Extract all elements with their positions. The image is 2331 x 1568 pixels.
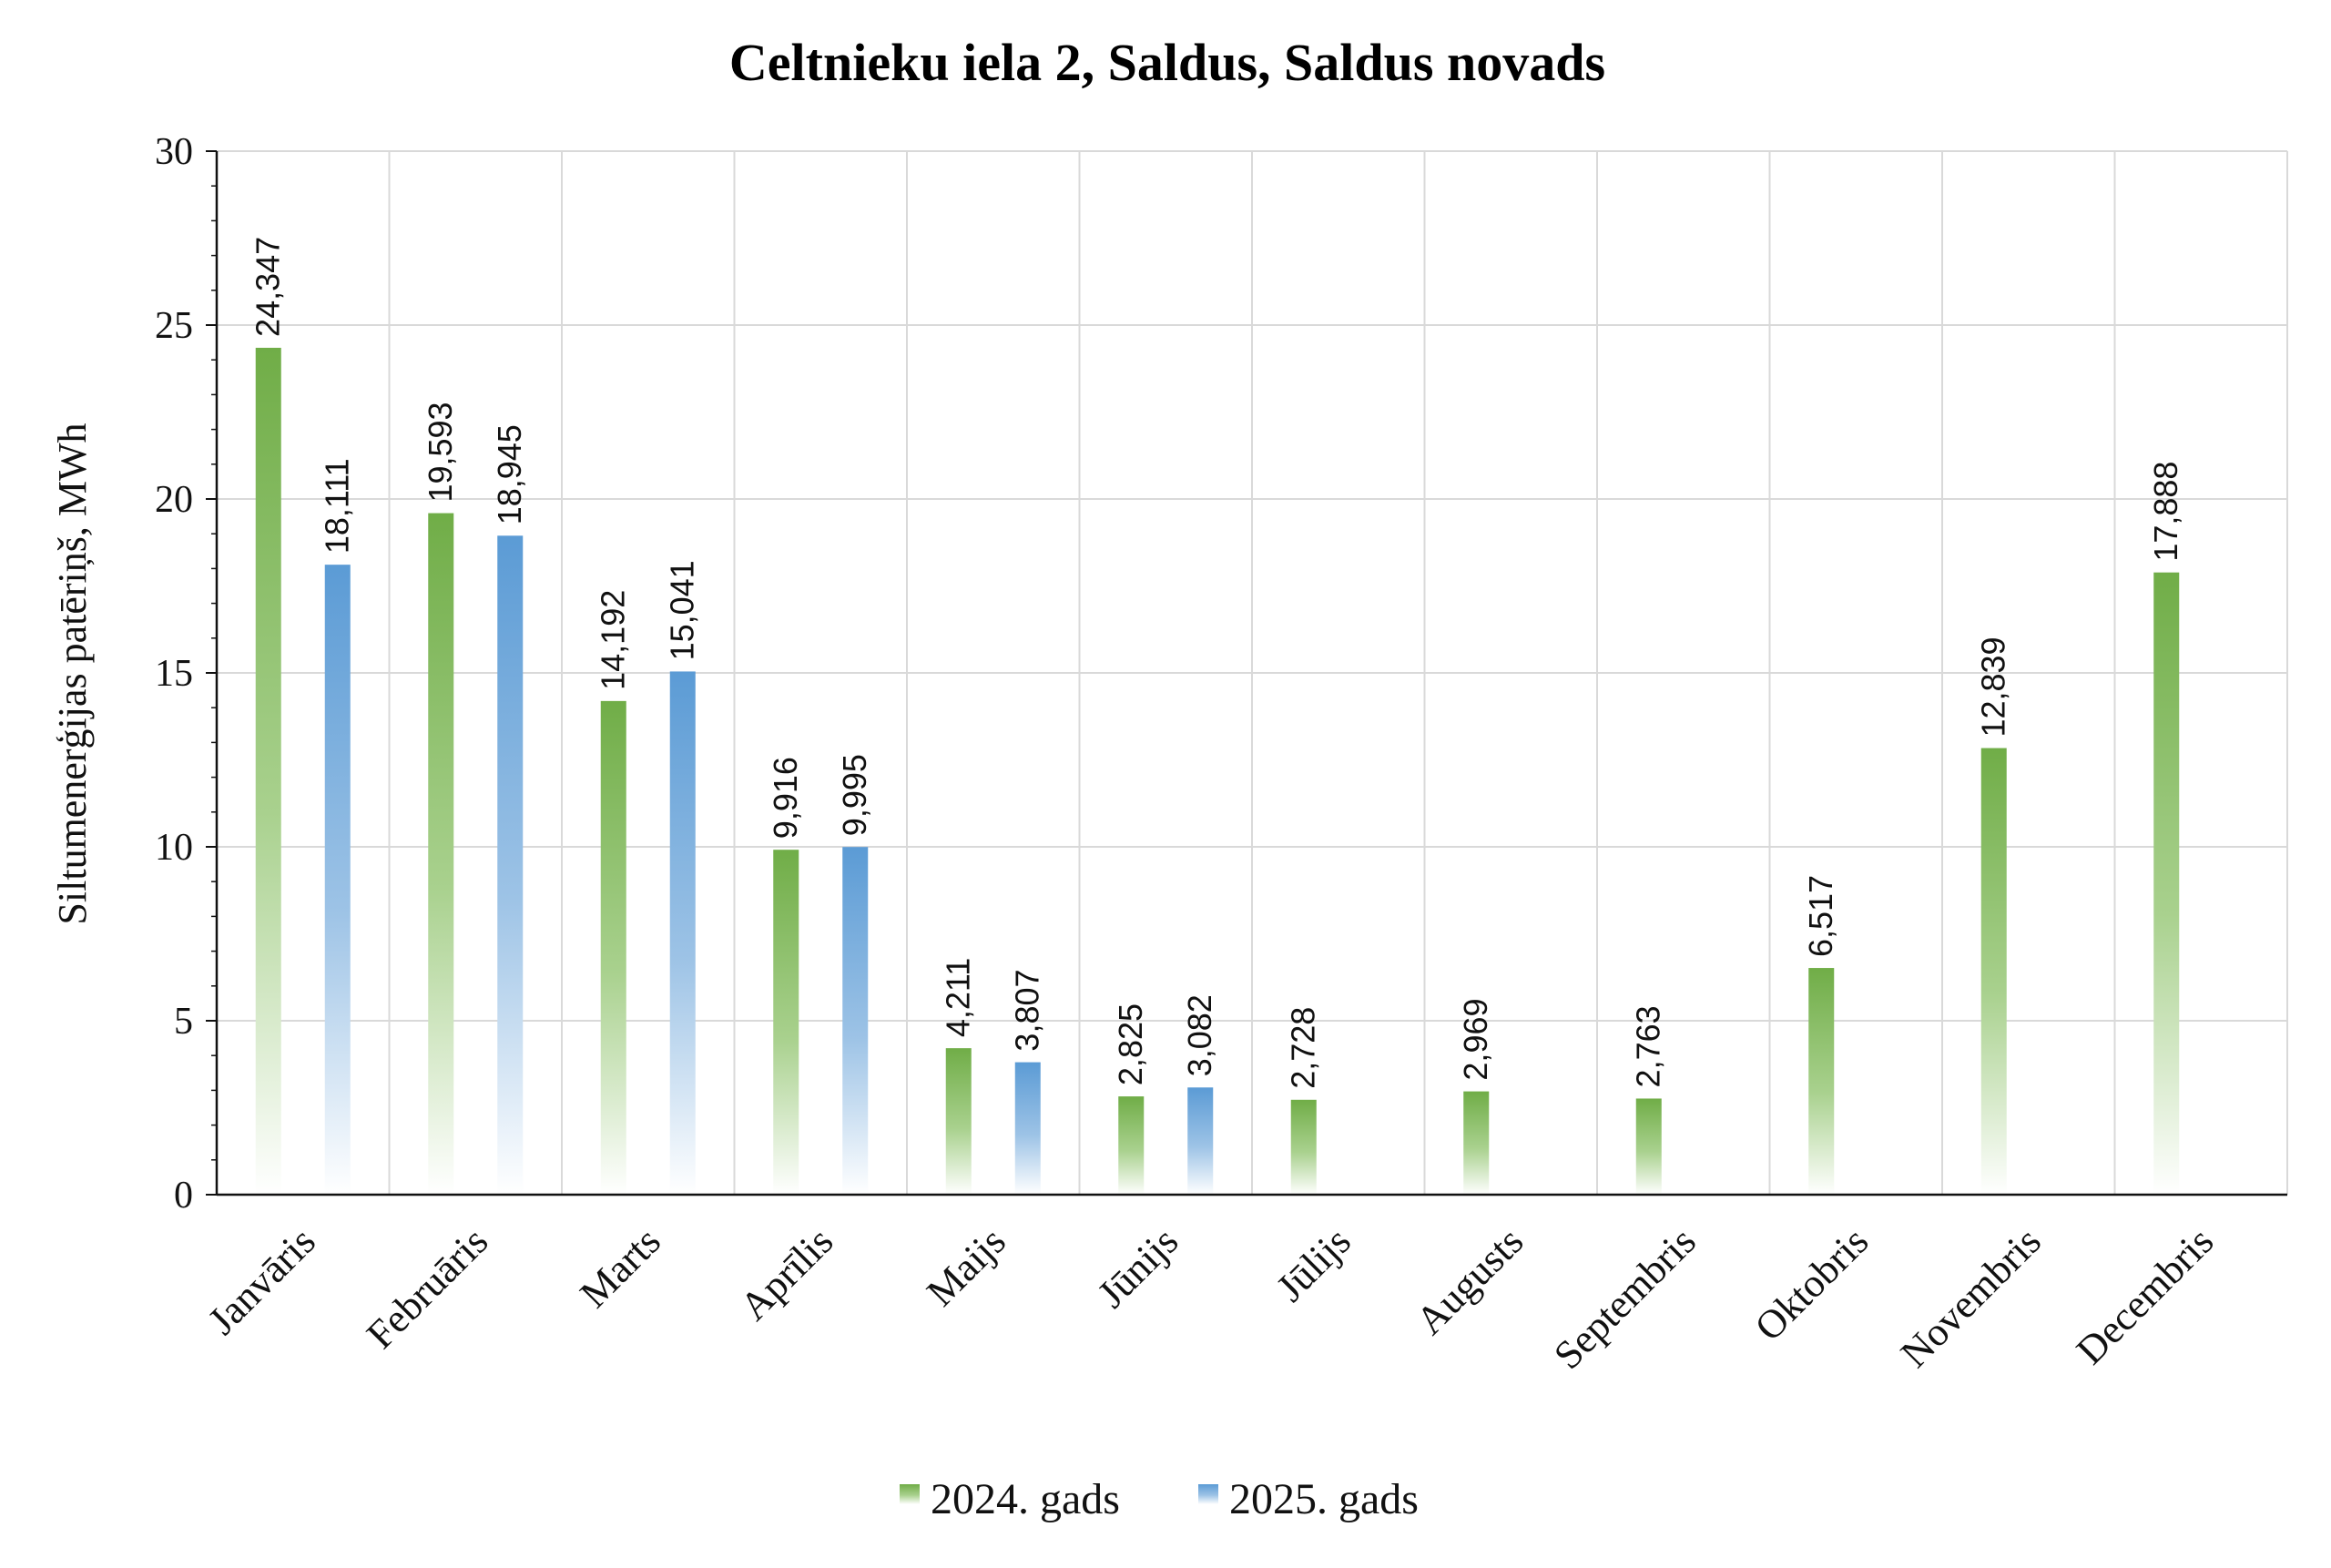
- data-label: 2,969: [1457, 998, 1494, 1080]
- y-tick-label: 25: [155, 305, 193, 347]
- legend-label-2025: 2025. gads: [1229, 1475, 1419, 1523]
- data-label: 12,839: [1975, 636, 2012, 737]
- bar-2025-6: [1187, 1087, 1214, 1195]
- gridlines: [217, 150, 2288, 1195]
- bar-2025-3: [669, 671, 696, 1195]
- bar-2024-2: [428, 513, 454, 1195]
- legend-swatch-2024: [900, 1484, 920, 1504]
- bar-2025-5: [1014, 1062, 1041, 1195]
- x-tick-label: Novembris: [1892, 1218, 2050, 1376]
- y-tick-label: 5: [174, 1001, 193, 1043]
- x-tick-label: Maijs: [918, 1218, 1014, 1315]
- legend-swatch-2025: [1198, 1484, 1218, 1504]
- bar-2025-2: [497, 535, 524, 1195]
- y-tick-label: 15: [155, 653, 193, 695]
- axes: [206, 150, 2287, 1196]
- bar-2024-4: [773, 850, 799, 1195]
- x-tick-label: Jūnijs: [1089, 1218, 1186, 1316]
- y-axis-label: Siltumenerģijas patēriņš, MWh: [50, 423, 95, 924]
- data-label: 6,517: [1802, 875, 1839, 957]
- data-label: 2,728: [1285, 1007, 1322, 1089]
- y-tick-label: 0: [174, 1175, 193, 1217]
- data-label: 17,888: [2147, 462, 2184, 562]
- x-tick-label: Jūlijs: [1267, 1218, 1359, 1309]
- bar-2024-9: [1635, 1098, 1662, 1195]
- bar-2024-7: [1290, 1099, 1317, 1195]
- y-tick-label: 30: [155, 131, 193, 173]
- data-label: 24,347: [249, 237, 287, 337]
- data-label: 15,041: [664, 560, 701, 660]
- bars: [255, 347, 2180, 1196]
- x-tick-label: Decembris: [2068, 1218, 2222, 1372]
- x-tick-label: Marts: [572, 1218, 669, 1316]
- data-label: 19,593: [422, 402, 459, 502]
- y-tick-label: 20: [155, 479, 193, 521]
- bar-2024-5: [945, 1048, 972, 1195]
- chart-title: Celtnieku iela 2, Saldus, Saldus novads: [729, 33, 1605, 92]
- data-label: 2,825: [1112, 1003, 1149, 1085]
- bar-2024-6: [1118, 1096, 1145, 1195]
- x-tick-labels: Janvāris Februāris Marts Aprīlis Maijs Jūnijs…: [199, 1218, 2222, 1378]
- bar-2024-10: [1808, 968, 1835, 1195]
- bar-2024-3: [600, 700, 626, 1195]
- data-label: 14,192: [595, 590, 632, 690]
- bar-2025-1: [324, 565, 351, 1195]
- data-label: 9,916: [767, 757, 804, 839]
- y-tick-label: 10: [155, 827, 193, 869]
- bar-2024-11: [1980, 748, 2007, 1195]
- x-tick-label: Augusts: [1408, 1218, 1532, 1343]
- x-tick-label: Septembris: [1545, 1218, 1705, 1378]
- data-label: 3,082: [1181, 994, 1218, 1076]
- data-label: 4,211: [940, 958, 977, 1037]
- data-label: 18,945: [491, 424, 528, 524]
- data-label: 2,763: [1630, 1005, 1667, 1087]
- data-label: 18,111: [319, 458, 356, 554]
- bar-2024-12: [2153, 572, 2180, 1195]
- x-tick-label: Februāris: [358, 1218, 496, 1357]
- x-tick-label: Oktobris: [1746, 1218, 1878, 1349]
- bar-2024-8: [1463, 1091, 1490, 1195]
- legend-label-2024: 2024. gads: [931, 1475, 1120, 1523]
- bar-2024-1: [255, 347, 281, 1196]
- x-tick-label: Aprīlis: [731, 1218, 841, 1329]
- value-labels: 24,347 18,111 19,593 18,945 14,192 15,041 9,91…: [249, 237, 2185, 1089]
- y-tick-labels: 0 5 10 15 20 25 30: [155, 131, 193, 1217]
- legend: 2024. gads 2025. gads: [900, 1475, 1419, 1523]
- data-label: 9,995: [836, 754, 873, 836]
- x-tick-label: Janvāris: [199, 1218, 324, 1343]
- data-label: 3,807: [1009, 969, 1046, 1051]
- bar-2025-4: [842, 847, 869, 1195]
